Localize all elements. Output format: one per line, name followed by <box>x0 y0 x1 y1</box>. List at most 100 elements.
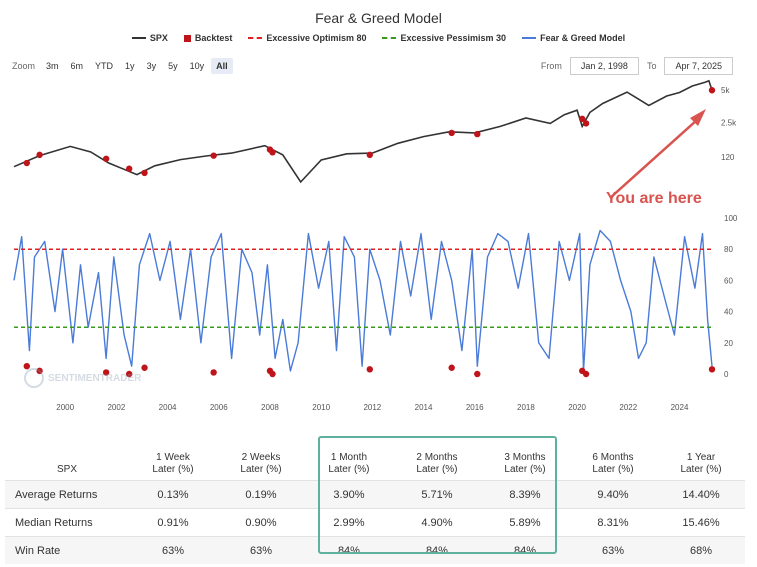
from-date-input[interactable]: Jan 2, 1998 <box>569 57 639 75</box>
spx-line <box>13 79 713 184</box>
fg-backtest-point <box>448 364 455 371</box>
legend-label-optimism: Excessive Optimism 80 <box>266 33 367 43</box>
legend-item-model[interactable]: Fear & Greed Model <box>522 33 625 43</box>
zoom-button-3y[interactable]: 3y <box>146 61 157 71</box>
fg-backtest-point <box>269 370 276 378</box>
legend-item-backtest[interactable]: Backtest <box>183 33 232 43</box>
table-corner-header: SPX <box>56 464 77 475</box>
fg-backtest-point <box>708 366 716 373</box>
spx-backtest-point <box>448 129 455 137</box>
x-tick-label: 2000 <box>56 403 74 412</box>
legend-item-pessimism[interactable]: Excessive Pessimism 30 <box>382 33 506 43</box>
backtest-swatch-icon <box>183 34 191 42</box>
fg-backtest-point <box>125 370 133 378</box>
zoom-bar: Zoom 3m 6m YTD 1y 3y 5y 10y All <box>12 58 233 74</box>
table-cell: 5.89% <box>480 508 569 537</box>
fg-backtest-point <box>210 369 217 376</box>
spx-y-tick-label: 120 <box>721 153 735 162</box>
table-header-3m: 3 Months Later (%) <box>504 452 546 475</box>
fg-backtest-point <box>141 364 148 371</box>
fg-y-tick-label: 40 <box>724 308 733 317</box>
table-cell: 9.40% <box>568 480 657 509</box>
legend-item-spx[interactable]: SPX <box>131 33 168 43</box>
row-label: Average Returns <box>5 480 129 509</box>
zoom-button-6m[interactable]: 6m <box>70 61 84 71</box>
table-header-6m: 6 Months Later (%) <box>592 452 634 475</box>
zoom-label: Zoom <box>12 61 36 71</box>
table-row: Win Rate 63% 63% 84% 84% 84% 63% 68% <box>5 536 745 564</box>
legend-label-spx: SPX <box>149 33 168 43</box>
fg-y-tick-label: 60 <box>724 276 733 285</box>
table-cell: 8.39% <box>480 480 569 509</box>
spx-backtest-point <box>366 151 373 159</box>
table-cell: 84% <box>480 536 569 564</box>
x-tick-label: 2014 <box>415 403 433 412</box>
spx-backtest-point <box>210 152 217 159</box>
x-tick-label: 2024 <box>671 403 689 412</box>
table-cell: 5.71% <box>392 480 481 509</box>
table-header-1m: 1 Month Later (%) <box>328 452 370 475</box>
table-header-row: SPX 1 Week Later (%) 2 Weeks Later (%) 1 M… <box>5 438 745 481</box>
x-tick-label: 2010 <box>312 403 330 412</box>
watermark-logo-icon <box>24 368 44 388</box>
spx-y-tick-label: 5k <box>721 86 730 95</box>
table-cell: 14.40% <box>657 480 745 509</box>
x-tick-label: 2008 <box>261 403 279 412</box>
table-cell: 15.46% <box>657 508 745 537</box>
x-tick-label: 2006 <box>210 403 228 412</box>
spx-backtest-point <box>125 165 133 172</box>
legend-item-optimism[interactable]: Excessive Optimism 80 <box>248 33 366 43</box>
spx-backtest-point <box>269 149 276 156</box>
spx-panel: 5k 2.5k 120 <box>13 79 737 184</box>
spx-backtest-point <box>141 169 148 177</box>
fg-y-tick-label: 20 <box>724 339 733 348</box>
table-cell: 68% <box>657 536 745 564</box>
from-label: From <box>540 61 562 71</box>
annotation-arrow-line <box>609 119 698 199</box>
date-range: From Jan 2, 1998 To Apr 7, 2025 <box>541 57 733 75</box>
fg-backtest-point <box>36 367 43 375</box>
x-axis: 2000 2002 2004 2006 2008 2010 2012 2014 2016 2018… <box>56 403 689 412</box>
fg-y-tick-label: 100 <box>724 214 738 223</box>
fg-backtest-point <box>23 363 30 370</box>
table-header-1w: 1 Week Later (%) <box>152 452 194 475</box>
fg-backtest-point <box>366 366 373 373</box>
table-cell: 4.90% <box>392 508 481 537</box>
spx-backtest-point <box>579 115 586 123</box>
x-tick-label: 2022 <box>619 403 637 412</box>
zoom-button-3m[interactable]: 3m <box>46 61 59 71</box>
spx-backtest-point <box>474 130 481 138</box>
table-header-2m: 2 Months Later (%) <box>416 452 458 475</box>
legend-label-model: Fear & Greed Model <box>540 33 626 43</box>
table-cell: 2.99% <box>304 508 393 537</box>
legend-label-pessimism: Excessive Pessimism 30 <box>400 33 507 43</box>
fg-backtest-point <box>102 369 110 376</box>
table-cell: 3.90% <box>304 480 393 509</box>
zoom-button-ytd[interactable]: YTD <box>95 61 114 71</box>
spx-backtest-point <box>708 87 716 94</box>
to-date-input[interactable]: Apr 7, 2025 <box>664 57 733 75</box>
zoom-button-10y[interactable]: 10y <box>189 61 205 71</box>
table-header-2w: 2 Weeks Later (%) <box>240 452 282 475</box>
x-tick-label: 2016 <box>466 403 484 412</box>
spx-backtest-point <box>23 159 30 167</box>
x-tick-label: 2012 <box>363 403 381 412</box>
returns-table: SPX 1 Week Later (%) 2 Weeks Later (%) 1 M… <box>5 438 745 564</box>
table-cell: 84% <box>392 536 481 564</box>
zoom-button-1y[interactable]: 1y <box>125 61 135 71</box>
table-cell: 0.90% <box>216 508 305 537</box>
spx-swatch-icon <box>131 37 146 39</box>
optimism-swatch-icon <box>248 37 263 39</box>
to-label: To <box>646 61 657 71</box>
table-cell: 8.31% <box>568 508 657 537</box>
table-row: Median Returns 0.91% 0.90% 2.99% 4.90% 5… <box>5 508 745 537</box>
fg-y-tick-label: 80 <box>724 245 733 254</box>
table-cell: 0.91% <box>129 508 217 537</box>
fear-greed-line <box>13 229 713 372</box>
annotation-you-are-here: You are here <box>606 190 702 207</box>
watermark: SENTIMENTRADER <box>24 368 142 388</box>
zoom-button-5y[interactable]: 5y <box>168 61 178 71</box>
table-cell: 0.13% <box>129 480 217 509</box>
zoom-button-all[interactable]: All <box>211 58 233 74</box>
